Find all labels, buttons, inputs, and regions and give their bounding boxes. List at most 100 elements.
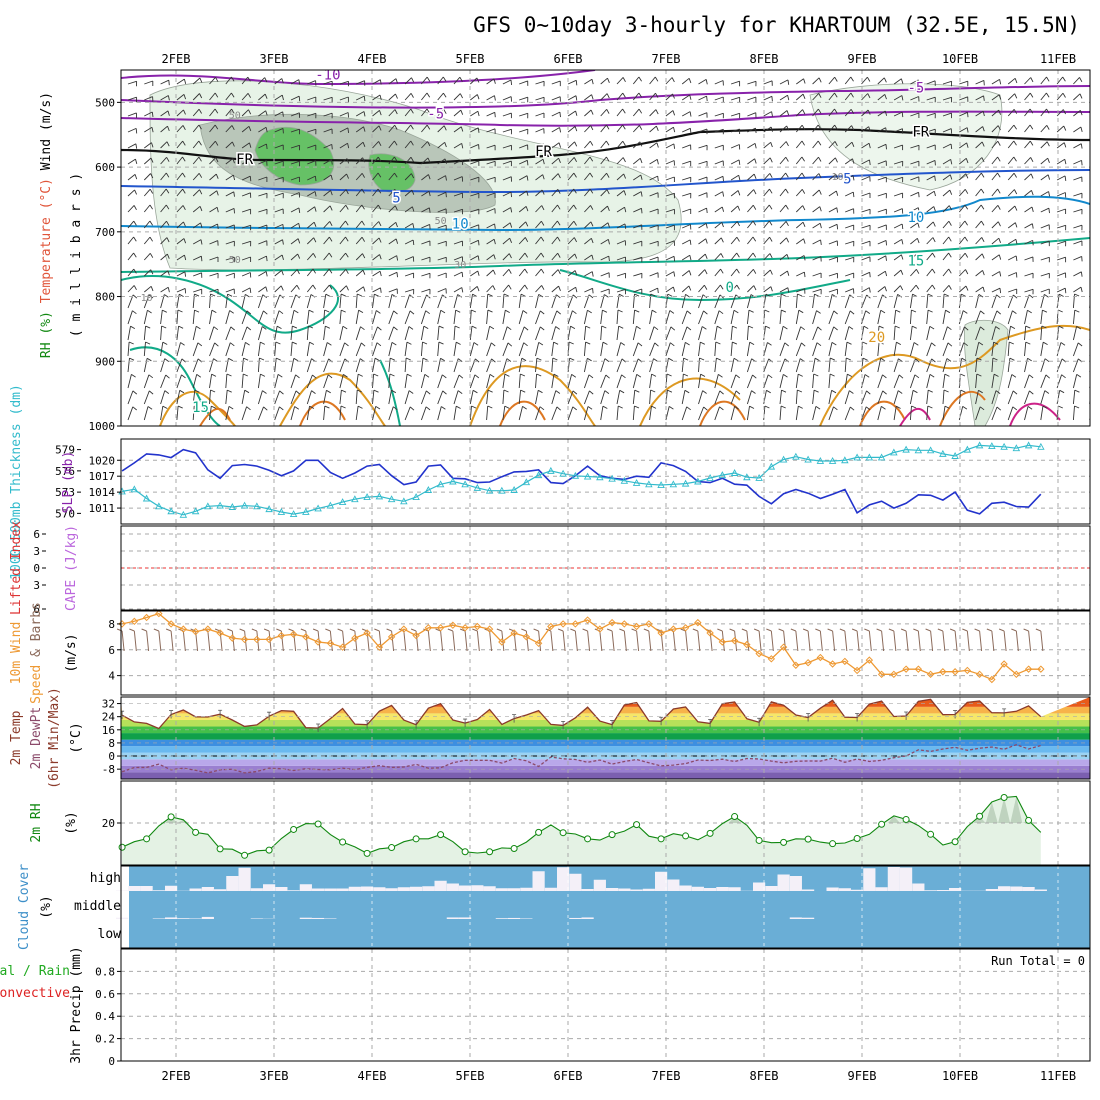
wind-tick-label: 6 — [108, 644, 115, 657]
surface-wind-barb — [631, 628, 640, 652]
wind-barb — [861, 93, 871, 101]
wind-barb — [844, 108, 854, 117]
wind-barb — [290, 176, 300, 182]
wind-barb — [877, 325, 884, 341]
wind-barb — [502, 373, 510, 389]
surface-wind-barb — [594, 628, 603, 652]
wind-barb — [796, 288, 806, 294]
wind-barb — [1024, 190, 1034, 197]
wind-barb — [339, 374, 348, 389]
wind-barb — [926, 190, 936, 197]
wind-speed-marker — [620, 620, 629, 628]
wind-barb — [355, 253, 366, 261]
wind-barb — [861, 76, 871, 85]
wind-barb — [926, 175, 936, 181]
wind-barb — [535, 112, 545, 118]
wind-barb — [143, 357, 152, 373]
wind-barb — [176, 188, 186, 197]
wind-barb — [388, 221, 398, 229]
rh-marker — [706, 829, 714, 837]
wind-barb — [649, 326, 659, 341]
wind-speed-marker — [142, 613, 151, 622]
cloud-bar — [373, 887, 386, 891]
surface-wind-barb — [925, 628, 934, 652]
cloud-bar — [1034, 889, 1047, 891]
wind-barb — [535, 268, 545, 277]
cloud-bar — [263, 884, 276, 891]
cloud-bar — [642, 888, 655, 891]
wind-barb — [616, 272, 627, 279]
wind-barb — [909, 389, 918, 405]
wind-barb — [584, 287, 594, 294]
thickness-marker — [400, 497, 408, 505]
wind-speed-marker — [730, 637, 739, 645]
wind-barb — [616, 288, 627, 295]
wind-barb — [795, 140, 805, 149]
wind-barb — [306, 341, 315, 357]
wind-barb — [877, 224, 887, 230]
wind-barb — [828, 207, 839, 213]
wind-barb — [519, 80, 529, 86]
cloud-bar — [606, 888, 619, 891]
wind-speed-marker — [1037, 665, 1045, 673]
wind-barb — [258, 192, 268, 199]
wind-barb — [975, 389, 983, 405]
wind-barb — [192, 172, 203, 181]
wind-barb — [861, 159, 871, 165]
cloud-bar — [802, 917, 815, 919]
wind-barb — [567, 157, 577, 165]
wind-barb — [355, 126, 366, 133]
wind-barb — [812, 310, 821, 325]
wind-barb — [714, 80, 724, 86]
wind-barb — [176, 172, 186, 181]
cloud-bar — [655, 871, 668, 891]
surface-wind-barb — [276, 628, 284, 652]
wind-barb — [665, 271, 676, 277]
wind-barb — [404, 390, 414, 405]
wind-barb — [1024, 357, 1032, 373]
cloud-bar — [446, 883, 459, 891]
thickness-marker — [902, 445, 910, 453]
cloud-bar — [483, 886, 496, 891]
wind-barb — [1073, 143, 1083, 149]
bottom-date-label: 6FEB — [554, 1069, 583, 1083]
wind-barb — [1089, 211, 1090, 213]
wind-barb — [274, 160, 284, 167]
wind-barb — [469, 325, 477, 341]
wind-barb — [893, 144, 904, 151]
wind-speed-marker — [510, 629, 518, 637]
wind-barb — [209, 173, 219, 181]
wind-barb — [828, 240, 838, 246]
upper-air-ylabel2-part: ( m i l l i b a r s ) — [69, 173, 84, 337]
thickness-marker — [424, 486, 433, 493]
slp-thickness-panel — [118, 441, 1090, 518]
isotherm-label: 10 — [452, 217, 469, 233]
panel-frame — [120, 865, 1091, 949]
wind-barb — [633, 157, 643, 165]
wind-barb — [241, 208, 252, 215]
wind-barb — [372, 287, 382, 293]
wind-barb — [926, 128, 936, 135]
wind-barb — [502, 342, 513, 357]
wind-barb — [1056, 240, 1067, 247]
wind-barb — [1024, 239, 1034, 246]
wind-speed-marker — [289, 630, 298, 638]
surface-wind-barb — [668, 628, 676, 652]
isotherm-label: -5 — [427, 107, 444, 123]
wind-barb — [551, 390, 561, 405]
wind-barb — [1024, 390, 1034, 405]
wind-barb — [584, 109, 594, 117]
wind-barb — [877, 255, 887, 261]
cloud-bar — [250, 888, 263, 891]
wind-barb — [160, 172, 170, 181]
wind-speed-marker — [326, 639, 335, 648]
wind-barb — [306, 252, 317, 261]
wind-barb — [323, 252, 333, 261]
wind-barb — [812, 140, 822, 149]
wind-barb — [942, 405, 950, 421]
wind-barb — [779, 79, 790, 85]
wind-barb — [763, 286, 773, 293]
wind-barb — [958, 252, 969, 261]
temperature-color-band — [121, 726, 1090, 734]
wind-barb — [828, 272, 838, 279]
